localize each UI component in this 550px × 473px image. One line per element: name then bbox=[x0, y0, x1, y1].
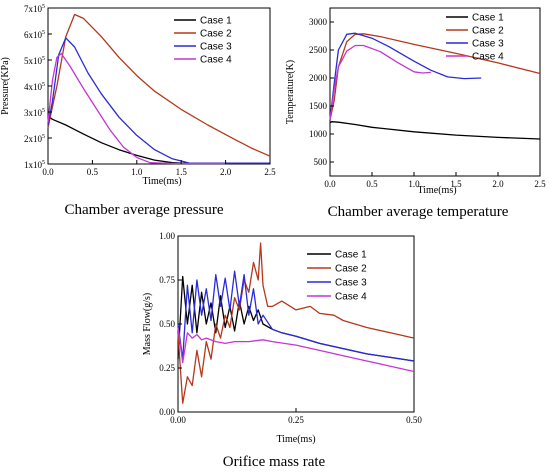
x-tick-label: 2.0 bbox=[220, 167, 232, 177]
x-tick-label: 0.0 bbox=[42, 167, 54, 177]
series-line-case-3 bbox=[177, 270, 415, 362]
y-tick-label: 0.75 bbox=[159, 275, 175, 285]
y-tick-layer: 1x105 2x105 3x105 4x105 5x105 6x105 7x105 bbox=[24, 4, 52, 170]
series-line-case-4 bbox=[47, 52, 226, 165]
y-tick-label: 2x105 bbox=[24, 134, 45, 144]
y-tick-layer: 0.00 0.25 0.50 0.75 1.00 bbox=[159, 231, 182, 417]
chart-panel-massflow: 0.00 0.25 0.50 0.00 0.25 0.50 0.75 1.00 Case 1… bbox=[142, 231, 422, 470]
y-tick-label: 0.00 bbox=[159, 407, 175, 417]
y-tick-label: 1500 bbox=[309, 101, 328, 111]
y-axis-label: Mass Flow(g/s) bbox=[142, 293, 153, 356]
legend-label: Case 1 bbox=[200, 16, 232, 27]
legend-label: Case 3 bbox=[335, 278, 367, 289]
x-tick-layer: 0.00 0.25 0.50 bbox=[170, 408, 422, 425]
legend-label: Case 4 bbox=[200, 55, 232, 66]
x-tick-layer: 0.0 0.5 1.0 1.5 2.0 2.5 bbox=[324, 172, 546, 189]
series-layer bbox=[47, 13, 271, 165]
chart-panel-pressure: 0.0 0.5 1.0 1.5 2.0 2.5 1x105 2x105 3x105 4x105 5… bbox=[0, 4, 276, 218]
chart-panel-temperature: 0.0 0.5 1.0 1.5 2.0 2.5 500 1000 1500 2000 2500 30… bbox=[285, 7, 546, 220]
legend-label: Case 2 bbox=[472, 26, 504, 37]
series-line-case-1 bbox=[329, 121, 541, 140]
legend-label: Case 2 bbox=[335, 264, 367, 275]
x-tick-label: 2.5 bbox=[264, 167, 276, 177]
x-tick-label: 0.25 bbox=[288, 415, 304, 425]
x-tick-label: 0.00 bbox=[170, 415, 186, 425]
series-line-case-1 bbox=[47, 115, 270, 164]
series-layer bbox=[329, 32, 541, 140]
legend-label: Case 2 bbox=[200, 29, 232, 40]
y-tick-label: 3x105 bbox=[24, 108, 45, 118]
y-tick-label: 0.25 bbox=[159, 363, 175, 373]
legend-label: Case 1 bbox=[335, 250, 367, 261]
x-tick-label: 0.5 bbox=[366, 179, 378, 189]
x-tick-label: 1.5 bbox=[176, 167, 188, 177]
y-axis-label: Pressure(KPa) bbox=[0, 57, 11, 115]
y-tick-label: 2000 bbox=[309, 73, 328, 83]
x-axis-label: Time(ms) bbox=[417, 185, 456, 196]
series-line-case-2 bbox=[177, 242, 415, 404]
legend-label: Case 3 bbox=[472, 39, 504, 50]
legend: Case 1 Case 2 Case 3 Case 4 bbox=[174, 16, 232, 66]
y-tick-label: 1x105 bbox=[24, 160, 45, 170]
series-line-case-1 bbox=[177, 275, 415, 362]
chart-caption: Chamber average pressure bbox=[64, 202, 223, 218]
series-line-case-3 bbox=[329, 32, 482, 121]
plot-frame bbox=[177, 235, 415, 413]
y-tick-label: 1000 bbox=[309, 129, 328, 139]
y-tick-label: 500 bbox=[314, 157, 328, 167]
x-tick-label: 0.50 bbox=[406, 415, 422, 425]
series-line-case-2 bbox=[47, 13, 271, 157]
x-tick-layer: 0.0 0.5 1.0 1.5 2.0 2.5 bbox=[42, 160, 276, 177]
y-axis-label: Temperature(K) bbox=[285, 60, 296, 124]
legend-label: Case 4 bbox=[335, 292, 367, 303]
y-tick-label: 2500 bbox=[309, 45, 328, 55]
series-layer bbox=[177, 242, 415, 404]
series-line-case-4 bbox=[329, 44, 431, 121]
series-line-case-3 bbox=[47, 37, 270, 164]
y-tick-label: 5x105 bbox=[24, 56, 45, 66]
chart-caption: Orifice mass rate bbox=[223, 454, 326, 470]
plot-frame bbox=[329, 7, 541, 177]
y-tick-label: 3000 bbox=[309, 17, 328, 27]
x-axis-label: Time(ms) bbox=[276, 434, 315, 445]
x-tick-label: 0.5 bbox=[87, 167, 99, 177]
x-tick-label: 2.5 bbox=[534, 179, 546, 189]
chart-caption: Chamber average temperature bbox=[328, 204, 509, 220]
y-tick-label: 7x105 bbox=[24, 4, 45, 14]
series-line-case-2 bbox=[329, 33, 541, 121]
legend-label: Case 4 bbox=[472, 52, 504, 63]
series-line-case-4 bbox=[177, 327, 415, 373]
x-tick-label: 1.0 bbox=[408, 179, 420, 189]
x-tick-label: 1.0 bbox=[131, 167, 143, 177]
x-tick-label: 2.0 bbox=[492, 179, 504, 189]
x-tick-label: 1.5 bbox=[450, 179, 462, 189]
legend-label: Case 1 bbox=[472, 13, 504, 24]
y-tick-label: 0.50 bbox=[159, 319, 175, 329]
x-axis-label: Time(ms) bbox=[142, 176, 181, 187]
x-tick-label: 0.0 bbox=[324, 179, 336, 189]
legend: Case 1 Case 2 Case 3 Case 4 bbox=[307, 250, 367, 303]
y-tick-label: 6x105 bbox=[24, 30, 45, 40]
y-tick-label: 1.00 bbox=[159, 231, 175, 241]
legend: Case 1 Case 2 Case 3 Case 4 bbox=[446, 13, 504, 63]
legend-label: Case 3 bbox=[200, 42, 232, 53]
y-tick-label: 4x105 bbox=[24, 82, 45, 92]
y-tick-layer: 500 1000 1500 2000 2500 3000 bbox=[309, 17, 334, 167]
